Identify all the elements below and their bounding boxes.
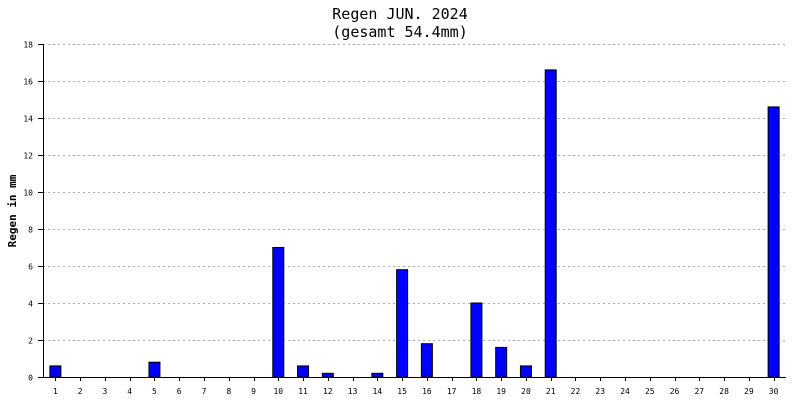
y-axis-label: Regen in mm [6, 174, 19, 247]
x-tick-label: 23 [595, 387, 605, 396]
x-tick-label: 5 [152, 387, 157, 396]
bar [544, 69, 557, 378]
x-tick-label: 21 [546, 387, 556, 396]
y-tick-label: 12 [23, 152, 33, 161]
x-tick-label: 24 [620, 387, 630, 396]
x-tick-label: 7 [202, 387, 207, 396]
x-tick-label: 13 [348, 387, 358, 396]
y-tick-label: 10 [23, 189, 33, 198]
x-tick-label: 3 [103, 387, 108, 396]
y-tick-label: 0 [28, 374, 33, 383]
bar [272, 247, 285, 378]
x-tick-label: 1 [53, 387, 58, 396]
y-tick-label: 8 [28, 226, 33, 235]
bar [470, 302, 483, 378]
x-tick-label: 20 [521, 387, 531, 396]
x-tick-label: 11 [298, 387, 308, 396]
x-tick-label: 17 [447, 387, 457, 396]
x-tick-label: 19 [496, 387, 506, 396]
y-tick-label: 16 [23, 78, 33, 87]
bar [396, 269, 409, 378]
x-tick-labels: 1 2 3 4 5 6 7 8 9 10 11 12 13 14 15 16 17 18 19 20 21 22 23 24 2… [53, 387, 779, 396]
chart-subtitle: (gesamt 54.4mm) [332, 23, 467, 41]
bar [148, 361, 161, 378]
x-tick-label: 8 [226, 387, 231, 396]
y-tick-label: 18 [23, 41, 33, 50]
bar [519, 365, 532, 378]
chart-title: Regen JUN. 2024 [332, 5, 467, 23]
x-tick-label: 14 [373, 387, 383, 396]
y-tick-label: 4 [28, 300, 33, 309]
x-tick-label: 26 [670, 387, 680, 396]
x-tick-label: 10 [273, 387, 283, 396]
x-tick-label: 16 [422, 387, 432, 396]
bar [297, 365, 310, 378]
x-tick-label: 28 [719, 387, 729, 396]
y-tick-label: 14 [23, 115, 33, 124]
bar [49, 365, 62, 378]
axes [38, 44, 786, 381]
x-tick-label: 29 [744, 387, 754, 396]
x-tick-label: 15 [397, 387, 407, 396]
bar [371, 372, 384, 378]
bar [767, 106, 780, 378]
x-tick-label: 30 [769, 387, 779, 396]
x-tick-label: 27 [694, 387, 704, 396]
x-tick-label: 6 [177, 387, 182, 396]
x-tick-label: 22 [571, 387, 581, 396]
x-tick-label: 12 [323, 387, 333, 396]
bar [420, 343, 433, 378]
x-tick-label: 2 [78, 387, 83, 396]
grid-lines [43, 44, 786, 341]
y-tick-label: 6 [28, 263, 33, 272]
bar [495, 346, 508, 378]
y-tick-label: 2 [28, 337, 33, 346]
bar [321, 372, 334, 378]
y-tick-labels: 0 2 4 6 8 10 12 14 16 18 [23, 41, 33, 383]
x-tick-label: 18 [472, 387, 482, 396]
x-tick-label: 25 [645, 387, 655, 396]
bars [49, 69, 780, 378]
x-tick-label: 9 [251, 387, 256, 396]
x-tick-label: 4 [127, 387, 132, 396]
